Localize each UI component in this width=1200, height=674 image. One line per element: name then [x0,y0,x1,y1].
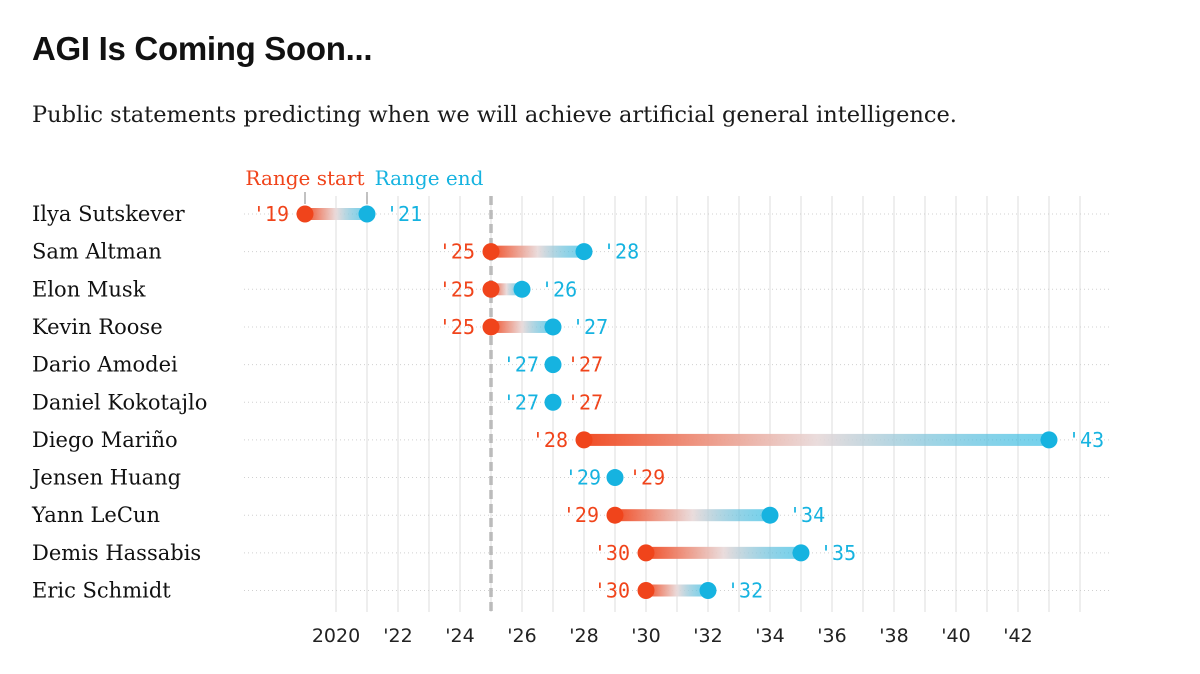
range-start-label: '25 [439,315,475,339]
range-start-label: '28 [532,428,568,452]
person-label: Yann LeCun [31,503,160,527]
person-label: Ilya Sutskever [32,202,186,226]
range-bar [646,546,801,559]
range-bar [646,584,708,597]
dots-layer [296,205,1058,599]
row-lines-layer [244,213,1112,591]
x-tick-label: '28 [569,625,598,647]
legend-range-end: Range end [375,166,484,190]
person-label: Sam Altman [32,240,162,264]
range-start-dot [606,506,624,524]
x-tick-label: '24 [445,625,474,647]
range-end-dot [544,318,562,336]
range-bar [584,433,1049,446]
range-start-label: '30 [594,541,630,565]
chart-subtitle: Public statements predicting when we wil… [32,102,957,128]
range-end-dot [699,582,717,599]
x-tick-label: '42 [1003,625,1032,647]
person-label: Dario Amodei [32,353,178,377]
range-start-label: '27 [567,353,603,377]
range-start-dot [482,243,500,261]
x-tick-label: 2020 [312,625,360,647]
range-start-dot [482,318,500,336]
range-start-dot [575,431,593,449]
range-end-dot [606,469,624,487]
range-end-dot [358,205,376,223]
range-end-dot [544,393,562,411]
range-end-label: '27 [503,390,539,414]
range-end-dot [792,544,810,562]
range-end-label: '26 [541,277,577,301]
range-start-label: '30 [594,579,630,603]
person-label: Eric Schmidt [32,579,171,603]
x-tick-label: '36 [817,625,846,647]
x-tick-label: '30 [631,625,660,647]
range-bar [305,208,367,220]
legend-range-start: Range start [245,166,364,190]
range-end-dot [513,280,531,298]
range-end-label: '21 [386,202,422,226]
range-start-dot [637,544,655,562]
labels-layer: 2020 '22 '24 '26 '28 '30 '32 '34 '36 '38 '40 '42 Ran… [30,166,1104,647]
range-end-label: '27 [572,315,608,339]
range-bar [615,509,770,522]
range-end-dot [761,506,779,524]
range-start-label: '25 [439,277,475,301]
range-end-label: '29 [565,466,601,490]
x-tick-label: '38 [879,625,908,647]
range-bar [491,320,553,333]
range-end-label: '34 [789,503,825,527]
person-label: Elon Musk [32,277,146,301]
range-start-label: '29 [629,466,665,490]
range-start-label: '29 [563,503,599,527]
x-tick-label: '26 [507,625,536,647]
range-end-dot [544,356,562,374]
x-tick-label: '32 [693,625,722,647]
range-start-dot [637,582,655,599]
range-end-dot [575,243,593,261]
range-end-label: '27 [503,353,539,377]
range-start-label: '27 [567,390,603,414]
x-tick-label: '22 [383,625,412,647]
x-tick-label: '40 [941,625,970,647]
person-label: Demis Hassabis [32,541,201,565]
range-end-dot [1040,431,1058,449]
range-end-label: '35 [820,541,856,565]
range-end-label: '28 [603,240,639,264]
person-label: Kevin Roose [32,315,163,339]
range-end-label: '43 [1068,428,1104,452]
range-start-dot [296,205,314,223]
person-label: Jensen Huang [30,466,181,490]
chart-title: AGI Is Coming Soon... [32,30,373,67]
range-start-dot [482,280,500,298]
range-start-label: '19 [253,202,289,226]
person-label: Diego Mariño [32,428,178,452]
range-end-label: '32 [727,579,763,603]
x-tick-label: '34 [755,625,784,647]
range-start-label: '25 [439,240,475,264]
range-bar [491,245,584,258]
person-label: Daniel Kokotajlo [32,390,207,414]
